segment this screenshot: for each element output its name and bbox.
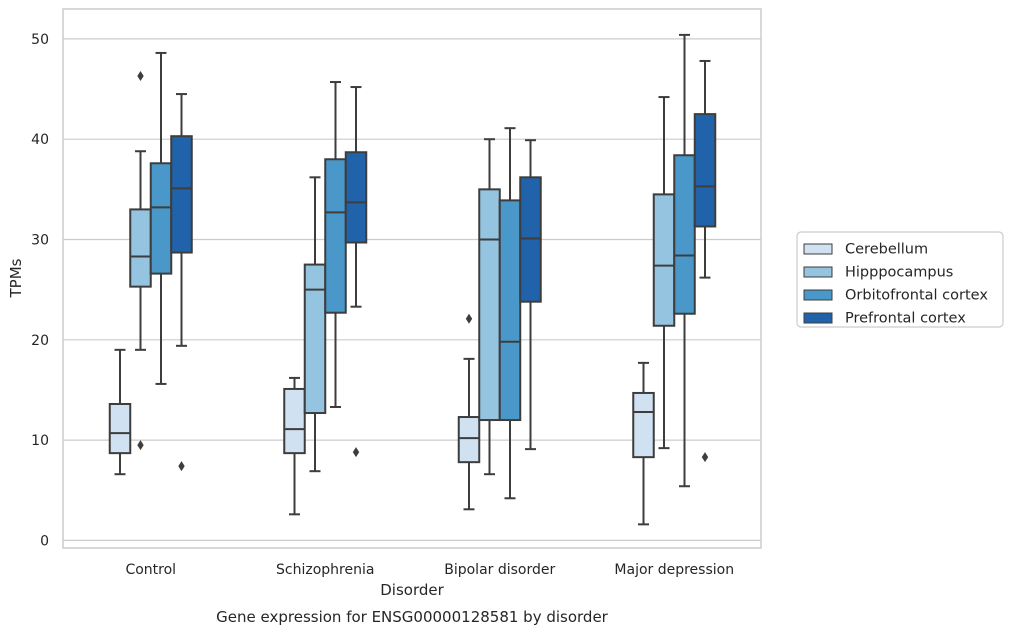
series-cerebellum xyxy=(108,313,655,526)
chart-title: Gene expression for ENSG00000128581 by d… xyxy=(216,608,609,626)
legend-frame xyxy=(796,231,1004,328)
box xyxy=(632,361,655,526)
outlier-point xyxy=(352,447,360,458)
box-iqr xyxy=(478,188,501,422)
box-iqr xyxy=(170,135,193,254)
x-tick-label: Bipolar disorder xyxy=(444,562,555,578)
outlier-point xyxy=(701,452,709,463)
box xyxy=(478,138,501,476)
legend-label: Orbitofrontal cortex xyxy=(845,288,988,304)
y-tick-label: 30 xyxy=(31,233,49,249)
box xyxy=(283,376,306,516)
legend-label: Cerebellum xyxy=(845,242,928,258)
x-axis-ticks: Control Schizophrenia Bipolar disorder Majo… xyxy=(125,562,734,578)
y-axis-label: TPMs xyxy=(7,258,25,298)
box-iqr xyxy=(303,263,327,415)
box-iqr xyxy=(457,416,481,464)
box-iqr xyxy=(632,391,655,459)
box xyxy=(108,348,132,476)
box xyxy=(693,59,717,463)
x-tick-label: Schizophrenia xyxy=(276,562,374,578)
legend-item: Prefrontal cortex xyxy=(803,311,966,327)
outlier-point xyxy=(137,440,144,451)
box xyxy=(457,313,481,511)
box xyxy=(129,71,152,451)
box xyxy=(149,51,173,385)
legend-swatch xyxy=(803,266,833,278)
box-iqr xyxy=(652,193,676,327)
box xyxy=(519,139,542,451)
legend-swatch xyxy=(803,289,833,301)
y-tick-label: 50 xyxy=(31,32,49,48)
legend-item: Cerebellum xyxy=(803,242,928,258)
x-axis-label: Disorder xyxy=(380,581,444,599)
legend-swatch xyxy=(803,312,833,324)
box xyxy=(170,93,193,472)
y-tick-label: 40 xyxy=(31,132,49,148)
box-iqr xyxy=(519,176,542,303)
series-prefrontal-cortex xyxy=(170,59,717,472)
legend-swatch xyxy=(803,243,833,255)
outlier-point xyxy=(465,313,473,324)
box-iqr xyxy=(108,402,132,455)
legend-item: Orbitofrontal cortex xyxy=(803,288,988,304)
legend-item: Hipppocampus xyxy=(803,265,953,281)
box-iqr xyxy=(283,387,306,455)
outlier-point xyxy=(178,461,185,472)
y-tick-label: 20 xyxy=(31,333,49,349)
legend-label: Hipppocampus xyxy=(845,265,953,281)
plot-frame xyxy=(62,8,762,549)
box-iqr xyxy=(673,154,696,315)
box xyxy=(498,127,522,500)
box-series xyxy=(108,33,717,526)
series-orbitofrontal-cortex xyxy=(149,33,696,500)
legend: Cerebellum Hipppocampus Orbitofrontal cort… xyxy=(796,231,1004,328)
x-tick-label: Major depression xyxy=(614,562,734,578)
y-axis-ticks: 0 10 20 30 40 50 xyxy=(31,32,49,550)
box xyxy=(652,96,676,450)
box-iqr xyxy=(344,151,368,244)
x-tick-label: Control xyxy=(125,562,176,578)
box xyxy=(673,33,696,488)
box-iqr xyxy=(498,199,522,422)
box-iqr xyxy=(324,158,347,314)
series-hipppocampus xyxy=(129,71,676,476)
y-tick-label: 10 xyxy=(31,433,49,449)
box xyxy=(344,86,368,458)
box-iqr xyxy=(129,208,152,288)
box-iqr xyxy=(693,113,717,228)
outlier-point xyxy=(137,71,144,82)
box xyxy=(324,81,347,409)
box-iqr xyxy=(149,162,173,275)
box xyxy=(303,176,327,473)
legend-label: Prefrontal cortex xyxy=(845,311,966,327)
y-tick-label: 0 xyxy=(40,533,49,549)
